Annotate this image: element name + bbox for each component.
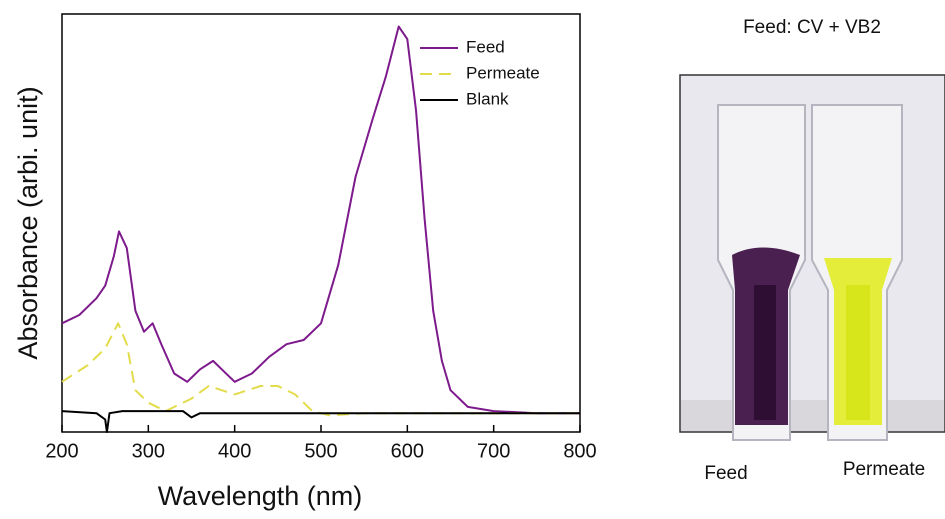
x-tick-label: 700 [477,440,510,462]
photo-label: Permeate [843,459,925,480]
photo-table [681,400,944,431]
legend-label: Feed [466,37,505,56]
y-axis-label: Absorbance (arbi. unit) [13,86,43,359]
x-tick-label: 800 [563,440,596,462]
legend-label: Blank [466,89,509,108]
series-line [61,25,580,415]
x-tick-label: 500 [304,440,337,462]
permeate-liquid-core [846,285,870,420]
x-tick-label: 400 [218,440,251,462]
series-line [61,410,580,433]
x-tick-label: 200 [45,440,78,462]
x-tick-label: 600 [391,440,424,462]
legend-label: Permeate [466,63,540,82]
x-tick-label: 300 [132,440,165,462]
photo-title: Feed: CV + VB2 [743,17,881,38]
photo-panel: Feed: CV + VB2 Feed Permeate [679,17,945,484]
feed-liquid-core [754,285,776,420]
series-line [61,322,580,417]
x-axis-label: Wavelength (nm) [158,481,363,511]
photo-label: Feed [704,463,747,484]
